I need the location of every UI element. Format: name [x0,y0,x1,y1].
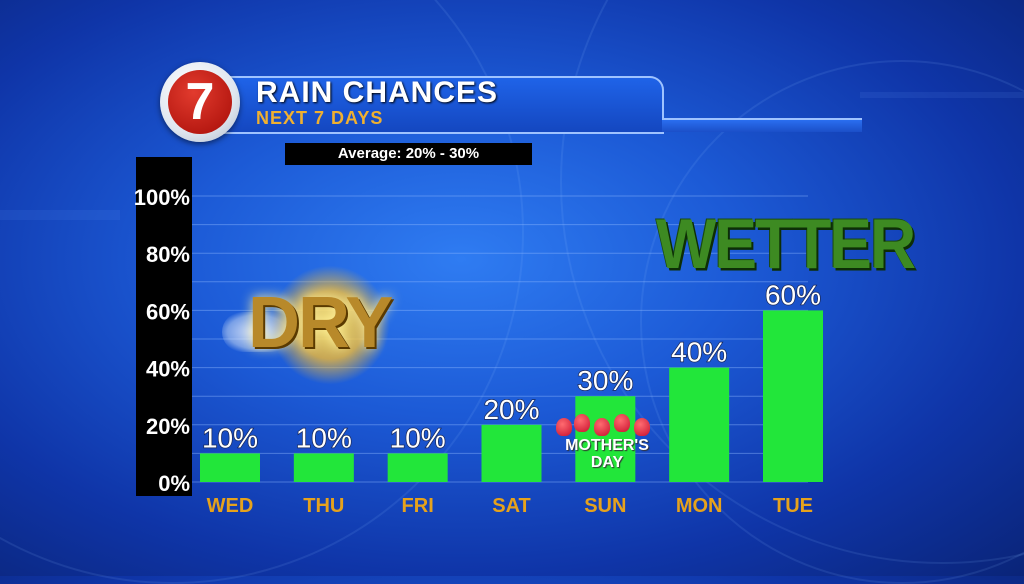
sun-icon [270,265,390,385]
station-logo: 7 [160,62,240,142]
data-label: 10% [390,422,446,453]
data-label: 30% [577,365,633,396]
data-label: 60% [765,279,821,310]
y-tick-label: 60% [146,299,190,324]
category-label: SAT [492,495,531,517]
category-label: TUE [773,495,813,517]
data-label: 10% [202,422,258,453]
bar-sun [575,396,636,482]
category-label: MON [676,495,723,517]
data-label: 20% [483,394,539,425]
y-tick-label: 40% [146,357,190,382]
tulips-icon [552,414,664,444]
logo-numeral: 7 [168,70,232,134]
bar-sat [481,424,542,482]
dry-annotation: DRY [248,283,393,363]
category-label: SUN [584,495,626,517]
bar-tue [763,310,823,482]
y-tick-label: 80% [146,242,190,267]
chart-subtitle: NEXT 7 DAYS [256,108,384,128]
data-label: 10% [296,422,352,453]
wetter-annotation: WETTER [656,204,916,284]
bar-wed [200,453,260,482]
category-label: THU [303,495,344,517]
average-banner: Average: 20% - 30% [285,143,532,165]
mothers-day-label: MOTHER'S DAY [565,437,649,471]
header-bar [212,76,664,134]
header-bar-extension [662,118,862,132]
data-label: 40% [671,337,727,368]
bar-fri [387,453,448,482]
y-axis-panel [136,157,192,496]
bar-thu [293,453,354,482]
y-tick-label: 100% [134,185,190,210]
bar-mon [669,367,730,482]
category-label: FRI [402,495,434,517]
category-label: WED [207,495,254,517]
y-tick-label: 20% [146,414,190,439]
y-tick-label: 0% [158,471,190,496]
chart-title: RAIN CHANCES [256,76,499,109]
